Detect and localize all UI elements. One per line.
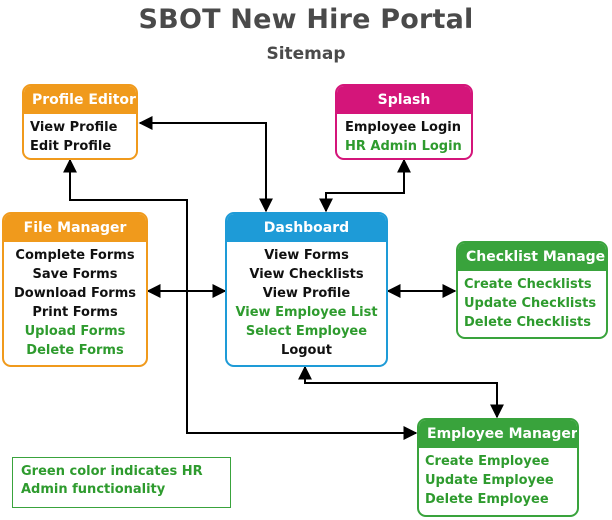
page-title: SBOT New Hire Portal xyxy=(138,4,474,35)
dashboard-item: View Profile xyxy=(262,286,351,301)
file-manager-item: Print Forms xyxy=(32,305,118,320)
profile-editor-box: Profile Editor View Profile Edit Profile xyxy=(22,84,138,160)
profile-editor-item: Edit Profile xyxy=(30,139,112,154)
checklist-manager-item: Create Checklists xyxy=(464,277,592,292)
file-manager-title: File Manager xyxy=(4,214,146,242)
file-manager-item: Complete Forms xyxy=(15,248,135,263)
checklist-manager-item: Update Checklists xyxy=(464,296,597,311)
dashboard-item: View Checklists xyxy=(249,267,364,282)
checklist-manager-title: Checklist Manager xyxy=(458,243,606,271)
file-manager-item: Download Forms xyxy=(14,286,136,301)
splash-item: HR Admin Login xyxy=(345,139,462,154)
checklist-manager-item: Delete Checklists xyxy=(464,315,592,330)
dashboard-item: Select Employee xyxy=(245,324,368,339)
checklist-manager-box: Checklist Manager Create Checklists Upda… xyxy=(456,241,608,339)
employee-manager-box: Employee Manager Create Employee Update … xyxy=(417,418,579,517)
employee-manager-item: Update Employee xyxy=(425,473,554,488)
employee-manager-item: Delete Employee xyxy=(425,492,549,507)
file-manager-box: File Manager Complete Forms Save Forms D… xyxy=(2,212,148,367)
profile-editor-item: View Profile xyxy=(30,120,118,135)
connector-dashboard-employees xyxy=(298,365,504,419)
dashboard-box: Dashboard View Forms View Checklists Vie… xyxy=(225,212,388,367)
employee-manager-title: Employee Manager xyxy=(419,420,577,448)
dashboard-title: Dashboard xyxy=(227,214,386,242)
connector-profile-employees xyxy=(63,158,418,440)
employee-manager-item: Create Employee xyxy=(425,454,550,469)
dashboard-item: Logout xyxy=(281,343,332,358)
connector-splash-dashboard xyxy=(319,158,411,213)
splash-title: Splash xyxy=(337,86,471,114)
splash-box: Splash Employee Login HR Admin Login xyxy=(335,84,473,160)
dashboard-item: View Forms xyxy=(264,248,349,263)
page-subtitle: Sitemap xyxy=(266,44,346,64)
file-manager-item: Delete Forms xyxy=(26,343,124,358)
profile-editor-title: Profile Editor xyxy=(24,86,136,114)
splash-item: Employee Login xyxy=(345,120,461,135)
connector-profile-dashboard xyxy=(138,116,273,213)
dashboard-item: View Employee List xyxy=(235,305,378,320)
file-manager-item: Upload Forms xyxy=(24,324,126,339)
file-manager-item: Save Forms xyxy=(32,267,118,282)
legend-note: Green color indicates HR Admin functiona… xyxy=(12,457,231,508)
